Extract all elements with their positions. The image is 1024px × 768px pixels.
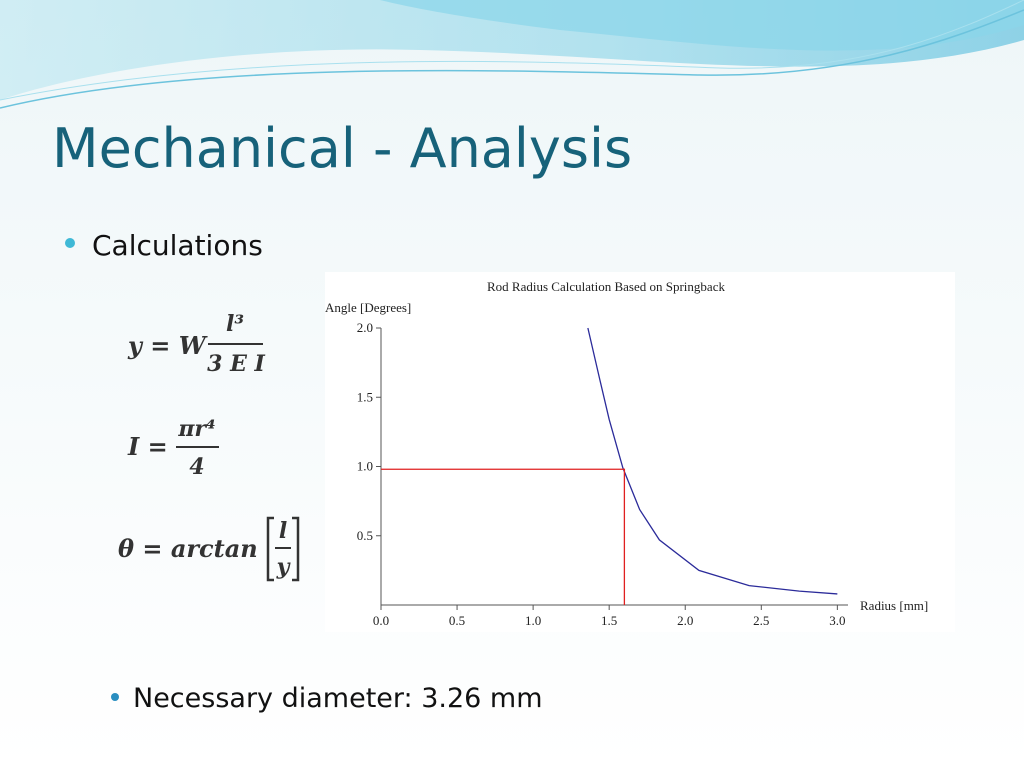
y-tick-label: 1.0: [357, 459, 373, 474]
slide-title: Mechanical - Analysis: [52, 117, 632, 180]
bullet-dot: [111, 693, 119, 701]
bullet-dot: [65, 238, 75, 248]
wave-line: [0, 0, 1024, 101]
formula-numerator: l³: [226, 311, 244, 337]
formula-lhs: I =: [127, 432, 168, 461]
formula-denominator: 3 E I: [207, 351, 265, 377]
x-tick-label: 2.0: [677, 613, 693, 628]
y-axis-label: Angle [Degrees]: [325, 300, 411, 315]
formula-lhs: θ = arctan: [118, 534, 258, 563]
x-tick-label: 3.0: [829, 613, 845, 628]
series-line: [381, 468, 626, 605]
chart-panel: [325, 272, 955, 632]
x-tick-label: 2.5: [753, 613, 769, 628]
wave-line: [0, 9, 1024, 109]
formula-lhs: y = W: [127, 331, 208, 360]
x-tick-label: 0.0: [373, 613, 389, 628]
y-tick-label: 1.5: [357, 389, 373, 404]
bracket: [266, 516, 300, 582]
x-tick-label: 1.5: [601, 613, 617, 628]
x-tick-label: 1.0: [525, 613, 541, 628]
bullet: Calculations: [92, 229, 263, 262]
y-tick-label: 0.5: [357, 528, 373, 543]
formula-denominator: y: [276, 554, 292, 580]
chart-title: Rod Radius Calculation Based on Springba…: [487, 279, 725, 294]
formula-denominator: 4: [189, 454, 204, 480]
series-line: [587, 327, 838, 595]
y-tick-label: 2.0: [357, 320, 373, 335]
bullet: Necessary diameter: 3.26 mm: [133, 683, 543, 714]
wave: [380, 0, 1024, 51]
x-axis-label: Radius [mm]: [860, 598, 928, 613]
formula-numerator: πr⁴: [177, 416, 215, 442]
formula-numerator: l: [279, 518, 287, 544]
x-tick-label: 0.5: [449, 613, 465, 628]
